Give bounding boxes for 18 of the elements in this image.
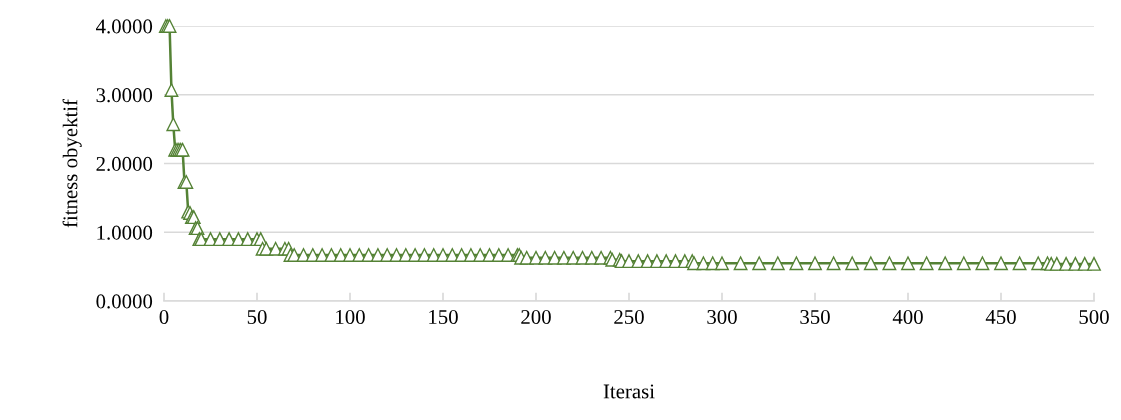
- y-tick-label: 2.0000: [96, 156, 153, 172]
- x-tick-label: 150: [429, 309, 458, 324]
- y-tick-label: 3.0000: [96, 88, 153, 103]
- x-tick-label: 300: [707, 309, 737, 324]
- x-tick-label: 400: [892, 309, 923, 324]
- x-tick-label: 0: [159, 309, 169, 324]
- x-tick-label: 100: [336, 309, 365, 324]
- y-axis-title: fitness obyektif: [62, 98, 82, 228]
- x-tick-label: 200: [521, 309, 551, 324]
- x-tick-label: 50: [247, 309, 267, 324]
- x-tick-label: 350: [800, 309, 830, 324]
- x-axis-title: Iterasi: [603, 384, 655, 399]
- x-tick-label: 450: [985, 309, 1016, 324]
- x-tick-label: 500: [1079, 309, 1109, 324]
- x-tick-label: 250: [614, 309, 644, 324]
- y-tick-label: 1.0000: [97, 225, 153, 240]
- y-tick-label: 0.0000: [96, 294, 153, 309]
- y-tick-label: 4.0000: [96, 19, 153, 34]
